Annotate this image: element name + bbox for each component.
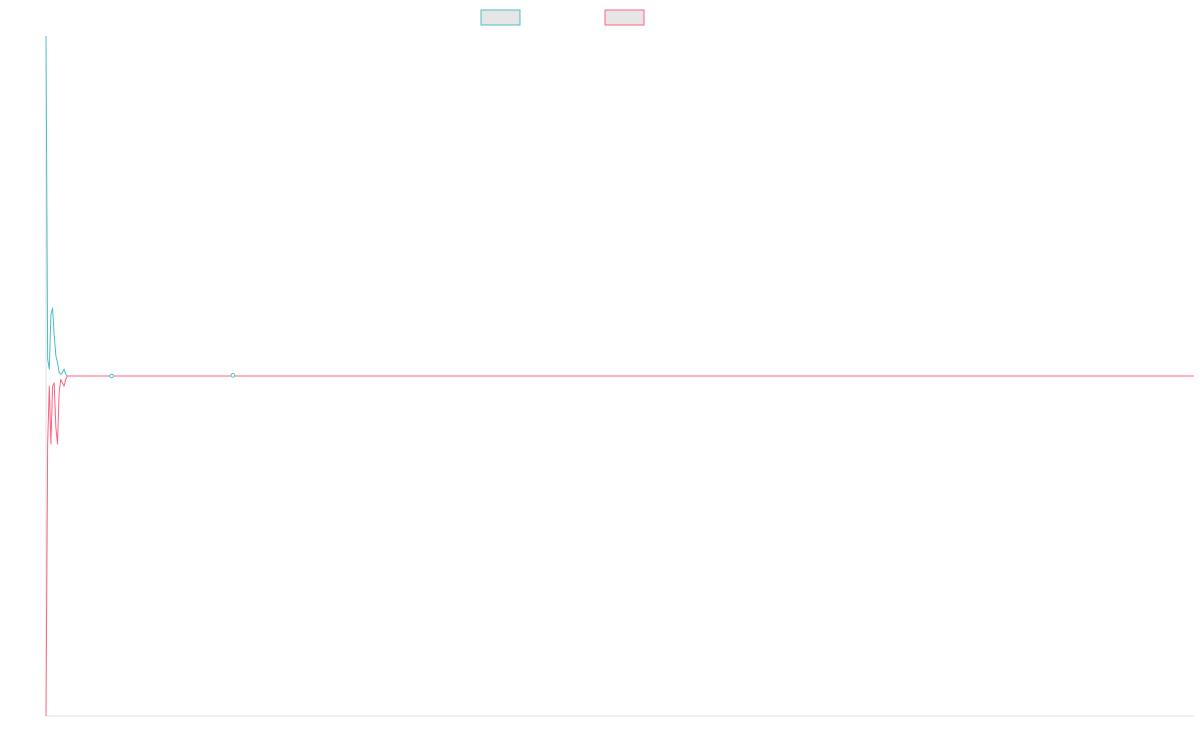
series-line-2	[45, 375, 1194, 717]
legend-swatch-1[interactable]	[480, 9, 521, 26]
series-line-1	[45, 35, 1194, 377]
axes	[45, 36, 1194, 717]
series-1-point-1[interactable]	[109, 373, 114, 379]
legend	[480, 9, 645, 26]
series-1-point-2[interactable]	[230, 373, 236, 378]
legend-swatch-2[interactable]	[604, 9, 645, 26]
series-layer	[45, 35, 1194, 717]
